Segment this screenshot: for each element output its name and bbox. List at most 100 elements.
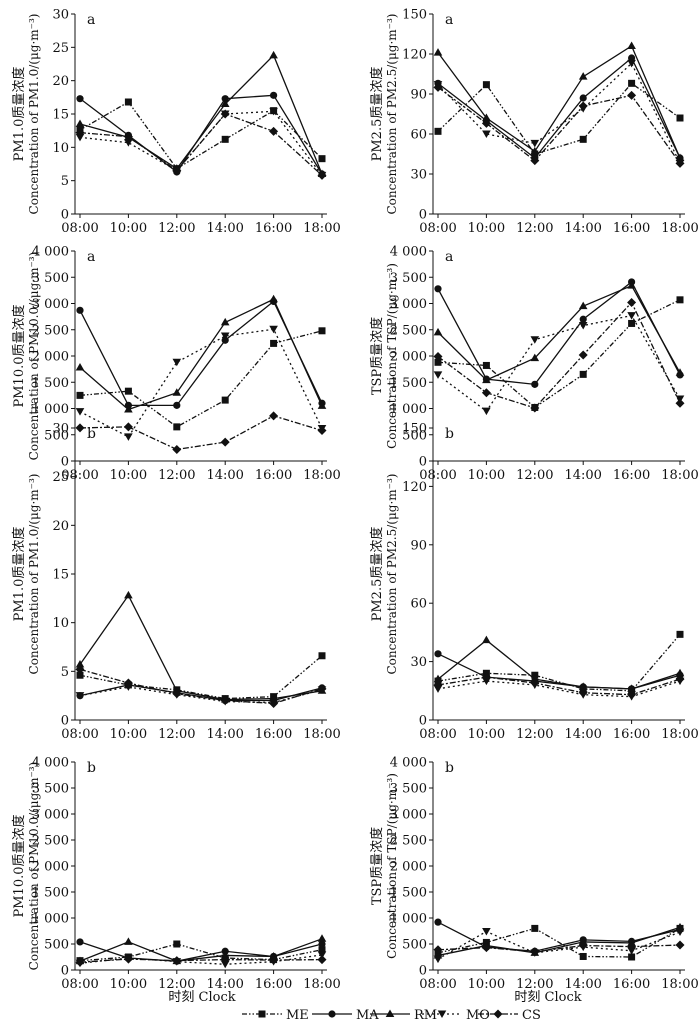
data-point bbox=[220, 99, 230, 107]
x-axis-title: 时刻 Clock bbox=[514, 990, 581, 1005]
data-point bbox=[75, 133, 85, 142]
y-axis-label-en: Concentration of PM1.0/(μg·m⁻³) bbox=[27, 474, 41, 675]
series-line bbox=[79, 328, 323, 438]
x-tick-label: 14:00 bbox=[564, 977, 601, 992]
x-tick-label: 08:00 bbox=[61, 977, 98, 992]
y-axis-label-cn: PM1.0质量浓度 bbox=[11, 527, 27, 622]
x-tick-label: 16:00 bbox=[613, 468, 650, 483]
y-tick-label: 120 bbox=[402, 48, 427, 63]
y-axis-label-cn: PM2.5质量浓度 bbox=[369, 67, 385, 162]
series-line bbox=[79, 684, 323, 702]
x-tick-label: 18:00 bbox=[661, 977, 698, 992]
data-point bbox=[482, 113, 491, 121]
series-cs bbox=[433, 672, 685, 700]
panel-label: a bbox=[87, 249, 95, 265]
data-point bbox=[317, 401, 327, 409]
data-point bbox=[628, 953, 636, 961]
chart-panel: 0 500 1 000 1 500 2 000 2 500 3 000 3 500 4 000 0… bbox=[369, 756, 699, 993]
legend-item-cs: CS bbox=[478, 1008, 541, 1023]
data-point bbox=[317, 684, 327, 694]
series-ma bbox=[76, 297, 326, 409]
data-point bbox=[221, 135, 229, 143]
x-tick-label: 10:00 bbox=[468, 221, 505, 236]
x-tick-label: 14:00 bbox=[564, 468, 601, 483]
series-line bbox=[79, 686, 323, 704]
series-mo bbox=[75, 325, 327, 441]
data-point bbox=[627, 312, 636, 320]
x-tick-label: 14:00 bbox=[564, 221, 601, 236]
series-line bbox=[79, 954, 323, 965]
y-axis-label-cn: PM10.0质量浓度 bbox=[11, 814, 27, 917]
series-line bbox=[437, 299, 681, 409]
x-tick-label: 08:00 bbox=[61, 221, 98, 236]
x-tick-label: 14:00 bbox=[206, 977, 243, 992]
data-point bbox=[76, 391, 84, 399]
data-point bbox=[318, 946, 326, 954]
series-mo bbox=[75, 107, 327, 180]
data-point bbox=[579, 315, 587, 323]
series-line bbox=[437, 280, 681, 386]
series-line bbox=[79, 101, 323, 170]
series-line bbox=[79, 415, 323, 451]
y-tick-label: 3 500 bbox=[32, 271, 69, 286]
data-point bbox=[317, 170, 327, 180]
x-tick-label: 08:00 bbox=[419, 468, 456, 483]
data-point bbox=[221, 95, 229, 103]
y-tick-label: 500 bbox=[44, 938, 69, 953]
x-tick-label: 12:00 bbox=[516, 977, 553, 992]
y-tick-label: 0 bbox=[419, 455, 427, 470]
x-tick-label: 18:00 bbox=[303, 468, 340, 483]
data-point bbox=[434, 650, 442, 658]
data-point bbox=[433, 371, 443, 379]
panel-label: a bbox=[445, 12, 453, 28]
data-point bbox=[76, 671, 84, 679]
x-tick-label: 14:00 bbox=[206, 221, 243, 236]
series-mo bbox=[433, 677, 685, 701]
panel-label: b bbox=[87, 426, 96, 442]
x-tick-label: 12:00 bbox=[516, 221, 553, 236]
data-point bbox=[675, 928, 685, 937]
series-cs bbox=[433, 940, 685, 957]
y-axis-label-en: Concentration of PM10.0/(μg·m⁻³) bbox=[27, 252, 41, 461]
data-point bbox=[317, 955, 327, 965]
data-point bbox=[434, 285, 442, 293]
svg-text:CS: CS bbox=[522, 1008, 541, 1023]
x-tick-label: 08:00 bbox=[61, 468, 98, 483]
x-tick-label: 16:00 bbox=[613, 727, 650, 742]
data-point bbox=[531, 924, 539, 932]
series-rm bbox=[433, 281, 685, 384]
data-point bbox=[75, 119, 85, 127]
y-tick-label: 5 bbox=[61, 174, 69, 189]
data-point bbox=[675, 922, 685, 931]
data-point bbox=[172, 166, 182, 176]
series-line bbox=[437, 930, 681, 960]
data-point bbox=[530, 678, 540, 688]
data-point bbox=[627, 59, 636, 68]
series-line bbox=[437, 921, 681, 952]
data-point bbox=[578, 322, 588, 330]
series-rm bbox=[433, 635, 685, 692]
y-tick-label: 60 bbox=[410, 597, 427, 612]
chart-panel: 0 500 1 000 1 500 2 000 2 500 3 000 3 500 4 000 0… bbox=[11, 756, 341, 993]
data-point bbox=[434, 127, 442, 135]
y-tick-label: 25 bbox=[52, 41, 69, 56]
data-point bbox=[482, 81, 490, 89]
y-tick-label: 3 000 bbox=[390, 808, 427, 823]
panel-label: b bbox=[445, 426, 454, 442]
data-point bbox=[530, 139, 540, 148]
x-tick-label: 18:00 bbox=[661, 727, 698, 742]
series-cs bbox=[433, 297, 685, 413]
data-point bbox=[124, 405, 133, 413]
y-tick-label: 120 bbox=[402, 480, 427, 495]
data-point bbox=[123, 678, 133, 688]
series-line bbox=[437, 86, 681, 164]
data-point bbox=[317, 934, 327, 942]
series-line bbox=[437, 633, 681, 692]
series-line bbox=[437, 314, 681, 413]
y-tick-label: 2 500 bbox=[390, 834, 427, 849]
series-line bbox=[79, 300, 323, 407]
series-rm bbox=[75, 294, 327, 413]
svg-text:ME: ME bbox=[286, 1008, 309, 1023]
data-point bbox=[579, 135, 587, 143]
